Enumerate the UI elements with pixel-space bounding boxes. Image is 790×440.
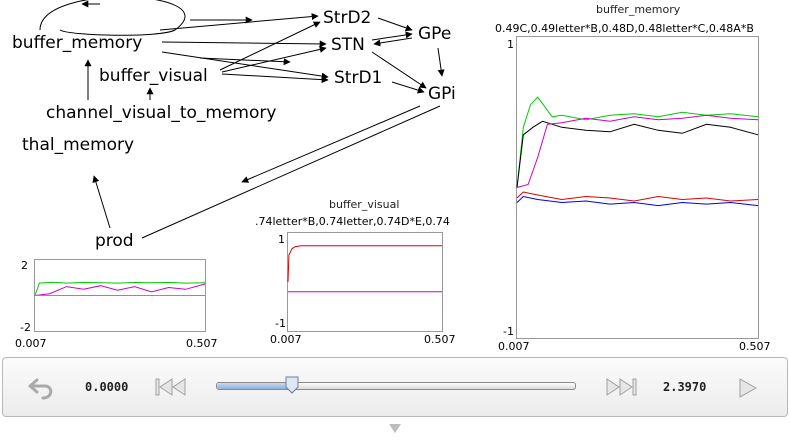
buffer-visual-plot-area [287, 245, 442, 293]
edge-buffer-memory-self [39, 0, 186, 36]
time-slider-thumb[interactable] [285, 376, 299, 394]
playback-controls: 0.0000 2.3970 [2, 357, 788, 417]
node-prod[interactable]: prod [95, 231, 134, 251]
edge-bm-stn [161, 40, 327, 48]
edge-bm-strd1 [161, 51, 329, 80]
buffer-memory-x-end: 0.507 [739, 340, 771, 353]
edge-bm-bv-cross2 [199, 57, 291, 66]
buffer-visual-x-start: 0.007 [270, 333, 302, 346]
collapse-toggle-icon[interactable] [389, 424, 401, 433]
edge-bv-stn [221, 46, 327, 73]
small-plot-area [34, 281, 206, 296]
small-plot-y-top: 2 [21, 259, 28, 272]
node-strd2[interactable]: StrD2 [323, 8, 372, 28]
series-line-0-1 [34, 283, 206, 296]
series-line-2-2 [516, 114, 759, 188]
series-line-2-3 [516, 191, 759, 202]
series-line-2-1 [516, 120, 759, 188]
buffer-memory-y-bottom: -1 [503, 325, 514, 338]
buffer-visual-plot-subtitle: .74letter*B,0.74letter,0.74D*E,0.74 [255, 215, 450, 228]
node-buffer-memory[interactable]: buffer_memory [12, 33, 143, 53]
time-slider[interactable] [216, 376, 576, 394]
node-strd1[interactable]: StrD1 [334, 68, 383, 88]
end-time: 2.3970 [663, 380, 707, 394]
time-slider-fill [217, 383, 293, 389]
buffer-memory-x-start: 0.007 [498, 340, 530, 353]
edge-prod-thal [92, 175, 111, 229]
undo-icon[interactable] [27, 374, 57, 400]
edge-gpe-stn [373, 37, 413, 47]
buffer-memory-y-top: 1 [507, 38, 514, 51]
network-graph [39, 0, 445, 239]
buffer-memory-plot-area [516, 96, 759, 207]
series-line-1-0 [287, 245, 442, 283]
edge-bv-strd1 [221, 73, 329, 84]
buffer-visual-plot-frame [287, 232, 443, 332]
node-thal-memory[interactable]: thal_memory [22, 135, 135, 155]
node-stn[interactable]: STN [331, 35, 365, 55]
current-time: 0.0000 [85, 380, 129, 394]
skip-to-start-icon[interactable] [155, 377, 187, 397]
edge-prod-gpi-line [141, 105, 441, 239]
small-plot-y-bottom: -2 [20, 321, 31, 334]
series-line-2-0 [516, 96, 759, 188]
buffer-memory-plot-title: buffer_memory [596, 3, 681, 16]
buffer-memory-plot-subtitle: 0.49C,0.49letter*B,0.48D,0.48letter*C,0.… [495, 22, 754, 35]
edge-stn-gpe [371, 31, 413, 41]
node-buffer-visual[interactable]: buffer_visual [99, 66, 208, 86]
edge-strd1-gpi [391, 81, 425, 94]
play-icon[interactable] [738, 377, 758, 399]
small-plot-x-end: 0.507 [186, 337, 218, 350]
series-line-2-4 [516, 195, 759, 207]
buffer-visual-plot-title: buffer_visual [329, 198, 400, 211]
edge-bv-strd2 [219, 21, 321, 71]
buffer-visual-y-bottom: -1 [275, 317, 286, 330]
buffer-visual-x-end: 0.507 [424, 333, 456, 346]
buffer-visual-y-top: 1 [278, 233, 285, 246]
edge-bm-strd2 [159, 13, 319, 31]
edge-gpe-gpi [437, 47, 445, 77]
node-gpi[interactable]: GPi [428, 84, 456, 104]
edge-stn-gpi [371, 51, 427, 89]
edge-strd2-gpe [377, 17, 413, 32]
node-gpe[interactable]: GPe [418, 24, 452, 44]
buffer-memory-plot-frame [516, 36, 759, 339]
skip-to-end-icon[interactable] [605, 377, 637, 397]
edge-gpi-prod [241, 105, 421, 183]
small-plot-x-start: 0.007 [15, 337, 47, 350]
series-line-0-0 [34, 281, 206, 296]
node-channel-visual-to-memory[interactable]: channel_visual_to_memory [46, 103, 277, 123]
